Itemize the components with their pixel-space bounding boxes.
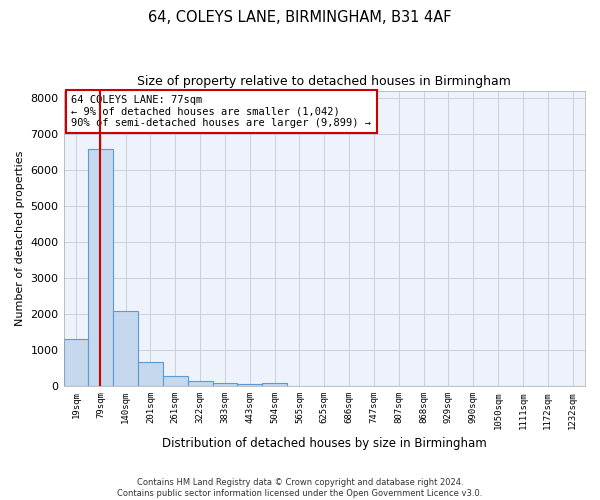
X-axis label: Distribution of detached houses by size in Birmingham: Distribution of detached houses by size … — [162, 437, 487, 450]
Text: 64, COLEYS LANE, BIRMINGHAM, B31 4AF: 64, COLEYS LANE, BIRMINGHAM, B31 4AF — [148, 10, 452, 25]
Bar — [212, 384, 238, 386]
Text: 64 COLEYS LANE: 77sqm
← 9% of detached houses are smaller (1,042)
90% of semi-de: 64 COLEYS LANE: 77sqm ← 9% of detached h… — [71, 95, 371, 128]
Title: Size of property relative to detached houses in Birmingham: Size of property relative to detached ho… — [137, 75, 511, 88]
Bar — [64, 338, 88, 386]
Bar — [262, 384, 287, 386]
Y-axis label: Number of detached properties: Number of detached properties — [15, 150, 25, 326]
Bar — [163, 376, 188, 386]
Bar — [88, 149, 113, 386]
Text: Contains HM Land Registry data © Crown copyright and database right 2024.
Contai: Contains HM Land Registry data © Crown c… — [118, 478, 482, 498]
Bar — [138, 362, 163, 386]
Bar — [188, 382, 212, 386]
Bar — [113, 311, 138, 386]
Bar — [238, 384, 262, 386]
